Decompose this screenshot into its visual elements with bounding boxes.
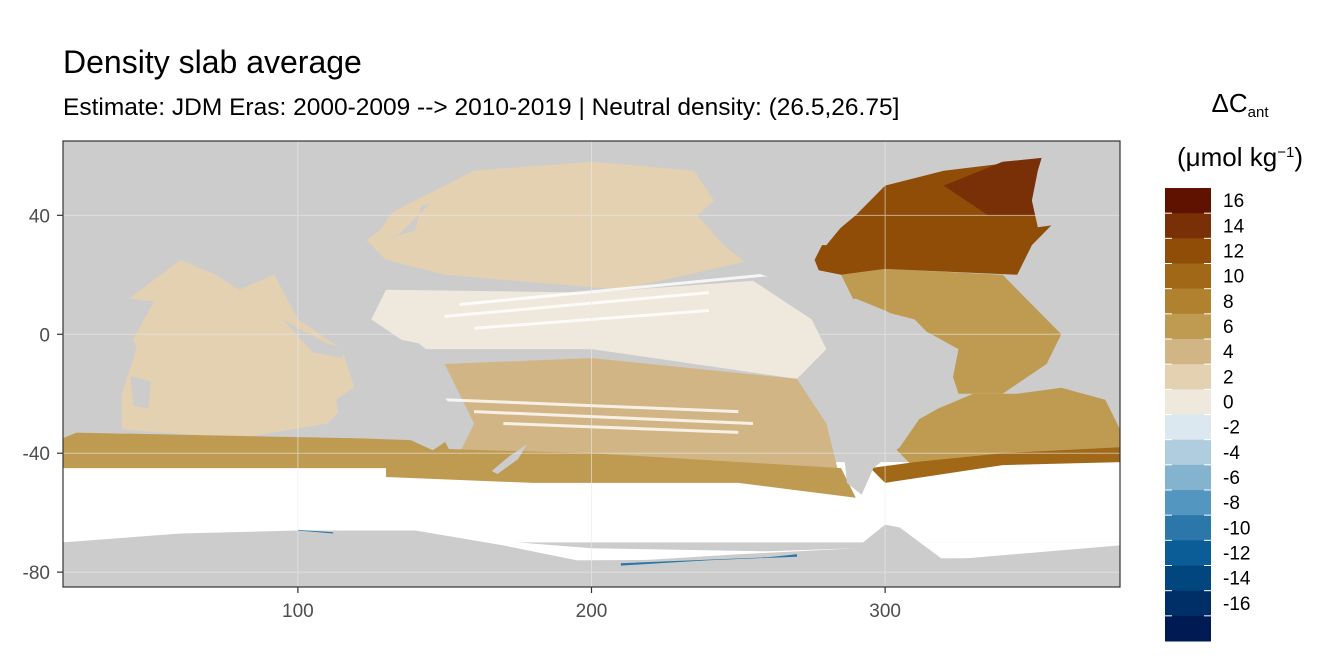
australia bbox=[336, 369, 454, 451]
legend-label: 0 bbox=[1223, 393, 1234, 414]
ocean-region bbox=[63, 432, 460, 469]
legend-swatch bbox=[1165, 464, 1211, 491]
x-tick-label: 100 bbox=[282, 601, 314, 622]
legend-label: -10 bbox=[1223, 518, 1250, 539]
legend-swatch bbox=[1165, 540, 1211, 566]
legend-swatch bbox=[1165, 414, 1211, 441]
legend-label: -8 bbox=[1223, 493, 1240, 514]
legend-swatch bbox=[1165, 238, 1211, 264]
legend-swatch bbox=[1165, 313, 1211, 340]
japan bbox=[386, 203, 430, 240]
legend-swatch bbox=[1165, 213, 1211, 239]
chart-subtitle: Estimate: JDM Eras: 2000-2009 --> 2010-2… bbox=[63, 94, 900, 121]
y-tick-label: 0 bbox=[39, 325, 50, 346]
legend-label: 16 bbox=[1223, 191, 1244, 212]
new-guinea bbox=[388, 337, 445, 364]
legend-label: -12 bbox=[1223, 544, 1250, 565]
legend-title-symbol: ΔCant bbox=[1211, 88, 1269, 121]
legend-swatch bbox=[1165, 389, 1211, 415]
x-tick-label: 200 bbox=[576, 601, 608, 622]
legend-label: 4 bbox=[1223, 342, 1234, 363]
greenland bbox=[929, 141, 1018, 150]
legend-swatch bbox=[1165, 188, 1211, 214]
legend-label: 2 bbox=[1223, 367, 1234, 388]
legend-swatch bbox=[1165, 565, 1211, 592]
legend-swatch bbox=[1165, 590, 1211, 617]
antarctic-shelf-blue bbox=[297, 529, 334, 534]
antarctic-shelf-blue bbox=[620, 554, 797, 566]
legend-label: -2 bbox=[1223, 418, 1240, 439]
africa bbox=[63, 245, 154, 439]
madagascar bbox=[130, 375, 152, 409]
legend-swatch bbox=[1165, 263, 1211, 290]
ocean-region bbox=[870, 447, 1120, 483]
indonesia-b bbox=[327, 313, 354, 344]
low-value-streak bbox=[503, 422, 739, 434]
plot-panel bbox=[62, 140, 1121, 588]
x-tick-label: 300 bbox=[869, 601, 901, 622]
low-value-streak bbox=[459, 273, 768, 306]
legend-title-unit: (μmol kg−1) bbox=[1177, 142, 1303, 172]
legend-swatch bbox=[1165, 439, 1211, 466]
legend-label: 14 bbox=[1223, 216, 1245, 237]
ocean-region bbox=[841, 268, 1062, 394]
ocean-region bbox=[444, 358, 842, 483]
south-america bbox=[820, 298, 959, 495]
ocean-region bbox=[371, 280, 827, 379]
ocean-region bbox=[885, 387, 1120, 469]
legend-label: -6 bbox=[1223, 468, 1240, 489]
chart-title: Density slab average bbox=[63, 44, 362, 80]
legend-label: -4 bbox=[1223, 443, 1240, 464]
grid-lines bbox=[63, 141, 1120, 587]
legend-label: -16 bbox=[1223, 594, 1250, 615]
legend-label: -14 bbox=[1223, 569, 1251, 590]
ocean-region bbox=[386, 447, 856, 498]
legend-label: 8 bbox=[1223, 292, 1234, 313]
ocean-region bbox=[356, 161, 753, 290]
legend-swatch bbox=[1165, 615, 1211, 642]
indonesia-a bbox=[283, 319, 345, 359]
europe bbox=[1031, 141, 1120, 228]
asia bbox=[63, 141, 504, 320]
low-value-streak bbox=[474, 410, 754, 425]
legend-label: 12 bbox=[1223, 242, 1244, 263]
low-value-streak bbox=[444, 291, 710, 318]
new-zealand bbox=[491, 444, 527, 474]
legend-colorbar: 16 14 12 10 8 6 4 2 0 -2 -4 -6 -8 -10 -12 -14 -16 bbox=[1165, 188, 1251, 642]
antarctica bbox=[63, 524, 1120, 587]
legend-swatch bbox=[1165, 339, 1211, 365]
legend-label: 6 bbox=[1223, 317, 1234, 338]
legend-swatch bbox=[1165, 288, 1211, 315]
y-tick-label: -40 bbox=[23, 444, 50, 465]
legend-swatch bbox=[1165, 490, 1211, 516]
legend-swatch bbox=[1165, 515, 1211, 541]
y-tick-label: 40 bbox=[29, 206, 50, 227]
legend-label: 10 bbox=[1223, 267, 1244, 288]
y-tick-label: -80 bbox=[23, 563, 50, 584]
legend-swatch bbox=[1165, 364, 1211, 390]
north-america bbox=[697, 141, 886, 311]
